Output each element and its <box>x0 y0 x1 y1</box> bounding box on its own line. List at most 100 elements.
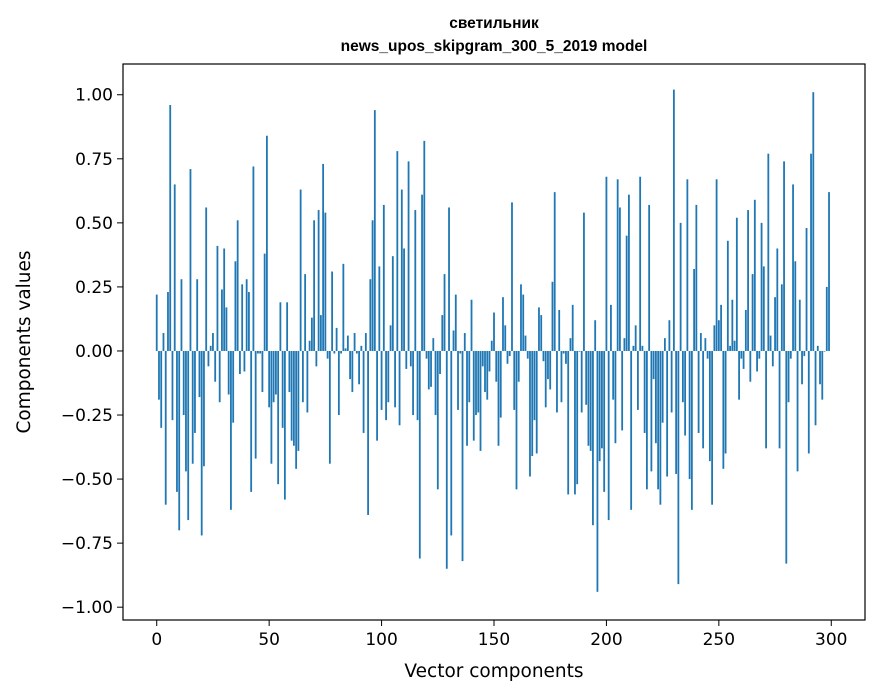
bar <box>792 184 794 351</box>
bar <box>493 312 495 351</box>
bar <box>828 192 830 351</box>
bar <box>430 350 432 387</box>
bar <box>259 350 262 354</box>
bar <box>520 284 522 351</box>
bar <box>223 248 226 351</box>
bar <box>268 350 271 408</box>
bar <box>639 176 642 351</box>
bar <box>351 350 354 392</box>
bar <box>801 350 803 385</box>
bar <box>275 350 277 395</box>
bar <box>715 179 718 351</box>
bar <box>479 350 482 451</box>
y-tick-label: −0.50 <box>61 470 113 490</box>
bar <box>355 350 358 354</box>
bar <box>158 350 160 400</box>
bar <box>335 327 338 351</box>
bar <box>652 350 655 380</box>
bar <box>596 350 599 592</box>
bar <box>774 297 776 351</box>
bar <box>765 350 767 449</box>
bar <box>796 350 799 472</box>
bar <box>571 304 574 351</box>
bar <box>304 274 307 351</box>
bar <box>189 169 192 351</box>
bar <box>221 289 223 351</box>
bar <box>661 350 664 423</box>
bar <box>814 350 817 426</box>
chart-title-line1: светильник <box>449 15 539 32</box>
bar <box>533 350 536 421</box>
y-axis-label: Components values <box>14 250 35 433</box>
bar <box>722 350 725 469</box>
bar <box>297 350 300 451</box>
bar <box>272 350 275 403</box>
x-tick-label: 100 <box>365 630 397 650</box>
bar <box>167 292 169 351</box>
bar <box>234 261 237 351</box>
bar <box>295 350 298 469</box>
bar <box>805 227 808 351</box>
y-tick-label: 0.75 <box>75 150 113 170</box>
bar <box>459 350 462 354</box>
bar <box>185 350 187 472</box>
bar <box>574 350 576 495</box>
bar <box>517 350 520 382</box>
bar <box>328 350 331 464</box>
bar <box>290 350 293 441</box>
bar <box>288 350 291 392</box>
bar <box>277 350 280 485</box>
bar <box>697 350 700 433</box>
bar <box>780 284 783 351</box>
bar <box>344 348 347 351</box>
bar <box>187 350 190 521</box>
bar <box>358 350 360 385</box>
y-tick-label: 1.00 <box>75 86 113 106</box>
bar <box>405 350 408 369</box>
bar <box>380 350 383 410</box>
y-tick-label: −0.75 <box>61 534 113 554</box>
bar <box>686 179 689 351</box>
bar <box>178 350 181 531</box>
bar <box>607 350 610 521</box>
bar <box>659 350 662 505</box>
bar <box>230 350 232 510</box>
bar <box>292 350 295 446</box>
x-tick-label: 50 <box>258 630 280 650</box>
bar <box>749 350 752 382</box>
bar <box>699 333 702 351</box>
bar <box>371 220 374 351</box>
bar <box>212 333 214 351</box>
bar <box>182 350 185 416</box>
bar <box>164 350 167 505</box>
bar <box>342 263 345 351</box>
bar <box>367 350 369 515</box>
bar <box>578 350 581 352</box>
bar <box>173 184 176 351</box>
bar <box>569 338 572 351</box>
bar <box>583 212 585 351</box>
plot-frame <box>122 63 866 621</box>
bar <box>812 92 815 351</box>
bar <box>495 350 498 382</box>
bar <box>470 299 473 351</box>
bar <box>466 350 468 446</box>
bar <box>434 350 437 416</box>
bar <box>756 350 758 372</box>
bar <box>412 350 414 416</box>
bar <box>463 333 466 351</box>
bar <box>162 333 165 351</box>
bar <box>724 350 727 454</box>
bar <box>663 338 666 351</box>
bar <box>619 207 621 351</box>
bar <box>250 350 253 492</box>
bar <box>319 315 322 351</box>
bar <box>810 153 812 351</box>
bar <box>205 207 208 351</box>
bar <box>798 299 801 351</box>
bar <box>632 345 635 351</box>
bar <box>441 315 444 351</box>
bar <box>308 340 311 351</box>
bar <box>646 350 648 490</box>
bar <box>594 320 597 351</box>
